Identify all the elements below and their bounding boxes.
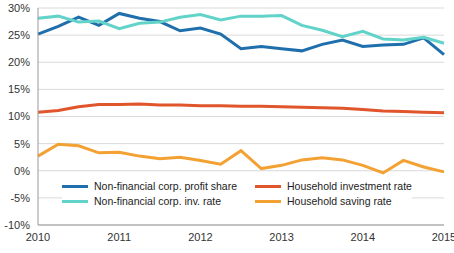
html-text:Household investment rate: Household investment rate <box>287 180 412 192</box>
svg-text:5%: 5% <box>14 138 30 150</box>
svg-text:2011: 2011 <box>107 231 131 243</box>
svg-text:2010: 2010 <box>26 231 50 243</box>
svg-text:-5%: -5% <box>10 192 30 204</box>
html-text:Non-financial corp. profit sha: Non-financial corp. profit share <box>94 180 237 192</box>
svg-text:2015: 2015 <box>432 231 446 243</box>
svg-text:30%: 30% <box>8 2 30 14</box>
html-text:Non-financial corp. inv. rate: Non-financial corp. inv. rate <box>94 195 221 207</box>
svg-text:20%: 20% <box>8 56 30 68</box>
svg-text:15%: 15% <box>8 83 30 95</box>
svg-text:0%: 0% <box>14 165 30 177</box>
html-text:Household saving rate: Household saving rate <box>287 195 392 207</box>
svg-text:2012: 2012 <box>188 231 212 243</box>
svg-text:10%: 10% <box>8 110 30 122</box>
svg-text:-10%: -10% <box>8 219 30 231</box>
svg-text:2014: 2014 <box>351 231 375 243</box>
svg-text:25%: 25% <box>8 29 30 41</box>
svg-text:2013: 2013 <box>269 231 293 243</box>
